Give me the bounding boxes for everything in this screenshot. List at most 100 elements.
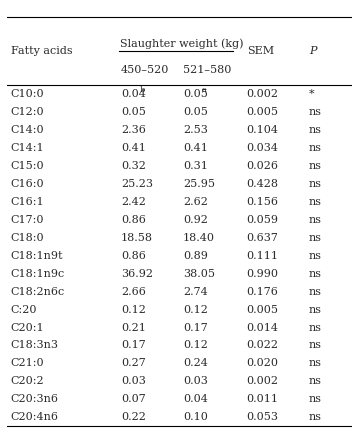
Text: 0.21: 0.21 (121, 322, 146, 332)
Text: ns: ns (309, 125, 322, 135)
Text: P: P (309, 46, 316, 56)
Text: C21:0: C21:0 (11, 358, 44, 368)
Text: Slaughter weight (kg): Slaughter weight (kg) (120, 39, 244, 49)
Text: 36.92: 36.92 (121, 269, 153, 279)
Text: 521–580: 521–580 (183, 65, 231, 75)
Text: 0.17: 0.17 (183, 322, 208, 332)
Text: 2.42: 2.42 (121, 197, 146, 207)
Text: C15:0: C15:0 (11, 161, 44, 171)
Text: 2.74: 2.74 (183, 286, 208, 296)
Text: 0.41: 0.41 (121, 143, 146, 153)
Text: 0.04: 0.04 (121, 89, 146, 99)
Text: ns: ns (309, 340, 322, 351)
Text: C18:0: C18:0 (11, 233, 44, 243)
Text: 450–520: 450–520 (121, 65, 169, 75)
Text: 0.17: 0.17 (121, 340, 146, 351)
Text: 0.05: 0.05 (183, 107, 208, 117)
Text: 0.24: 0.24 (183, 358, 208, 368)
Text: 0.27: 0.27 (121, 358, 146, 368)
Text: 0.637: 0.637 (247, 233, 279, 243)
Text: 0.176: 0.176 (247, 286, 279, 296)
Text: ns: ns (309, 269, 322, 279)
Text: 0.014: 0.014 (247, 322, 279, 332)
Text: 25.95: 25.95 (183, 179, 215, 189)
Text: ns: ns (309, 322, 322, 332)
Text: 0.111: 0.111 (247, 251, 279, 261)
Text: 0.026: 0.026 (247, 161, 279, 171)
Text: C18:1n9c: C18:1n9c (11, 269, 65, 279)
Text: 0.32: 0.32 (121, 161, 146, 171)
Text: SEM: SEM (247, 46, 274, 56)
Text: ns: ns (309, 305, 322, 315)
Text: 2.62: 2.62 (183, 197, 208, 207)
Text: 0.05: 0.05 (121, 107, 146, 117)
Text: 0.104: 0.104 (247, 125, 279, 135)
Text: C18:2n6c: C18:2n6c (11, 286, 65, 296)
Text: 0.86: 0.86 (121, 251, 146, 261)
Text: ns: ns (309, 233, 322, 243)
Text: 0.002: 0.002 (247, 376, 279, 386)
Text: 0.22: 0.22 (121, 412, 146, 422)
Text: 18.40: 18.40 (183, 233, 215, 243)
Text: 0.03: 0.03 (183, 376, 208, 386)
Text: ns: ns (309, 376, 322, 386)
Text: 0.41: 0.41 (183, 143, 208, 153)
Text: ns: ns (309, 286, 322, 296)
Text: 0.03: 0.03 (121, 376, 146, 386)
Text: a: a (201, 86, 206, 94)
Text: C:20: C:20 (11, 305, 37, 315)
Text: 0.005: 0.005 (247, 107, 279, 117)
Text: C14:0: C14:0 (11, 125, 44, 135)
Text: C10:0: C10:0 (11, 89, 44, 99)
Text: 0.020: 0.020 (247, 358, 279, 368)
Text: ns: ns (309, 395, 322, 404)
Text: C14:1: C14:1 (11, 143, 44, 153)
Text: ns: ns (309, 143, 322, 153)
Text: 0.428: 0.428 (247, 179, 279, 189)
Text: ns: ns (309, 358, 322, 368)
Text: 0.04: 0.04 (183, 395, 208, 404)
Text: C18:1n9t: C18:1n9t (11, 251, 63, 261)
Text: 0.10: 0.10 (183, 412, 208, 422)
Text: 0.034: 0.034 (247, 143, 279, 153)
Text: *: * (309, 89, 314, 99)
Text: ns: ns (309, 412, 322, 422)
Text: 0.12: 0.12 (183, 340, 208, 351)
Text: C18:3n3: C18:3n3 (11, 340, 59, 351)
Text: 0.053: 0.053 (247, 412, 279, 422)
Text: C12:0: C12:0 (11, 107, 44, 117)
Text: 25.23: 25.23 (121, 179, 153, 189)
Text: ns: ns (309, 107, 322, 117)
Text: ns: ns (309, 215, 322, 225)
Text: 0.86: 0.86 (121, 215, 146, 225)
Text: 2.53: 2.53 (183, 125, 208, 135)
Text: Fatty acids: Fatty acids (11, 46, 72, 56)
Text: 0.011: 0.011 (247, 395, 279, 404)
Text: ns: ns (309, 251, 322, 261)
Text: 0.022: 0.022 (247, 340, 279, 351)
Text: 0.12: 0.12 (121, 305, 146, 315)
Text: b: b (140, 86, 145, 94)
Text: 0.156: 0.156 (247, 197, 279, 207)
Text: C20:2: C20:2 (11, 376, 44, 386)
Text: 0.89: 0.89 (183, 251, 208, 261)
Text: 0.002: 0.002 (247, 89, 279, 99)
Text: 0.05: 0.05 (183, 89, 208, 99)
Text: C20:4n6: C20:4n6 (11, 412, 59, 422)
Text: C16:0: C16:0 (11, 179, 44, 189)
Text: C20:1: C20:1 (11, 322, 44, 332)
Text: 0.059: 0.059 (247, 215, 279, 225)
Text: C20:3n6: C20:3n6 (11, 395, 59, 404)
Text: 0.990: 0.990 (247, 269, 279, 279)
Text: C17:0: C17:0 (11, 215, 44, 225)
Text: 0.07: 0.07 (121, 395, 146, 404)
Text: 0.92: 0.92 (183, 215, 208, 225)
Text: 0.005: 0.005 (247, 305, 279, 315)
Text: 0.31: 0.31 (183, 161, 208, 171)
Text: 2.36: 2.36 (121, 125, 146, 135)
Text: 38.05: 38.05 (183, 269, 215, 279)
Text: 2.66: 2.66 (121, 286, 146, 296)
Text: 0.12: 0.12 (183, 305, 208, 315)
Text: 18.58: 18.58 (121, 233, 153, 243)
Text: ns: ns (309, 179, 322, 189)
